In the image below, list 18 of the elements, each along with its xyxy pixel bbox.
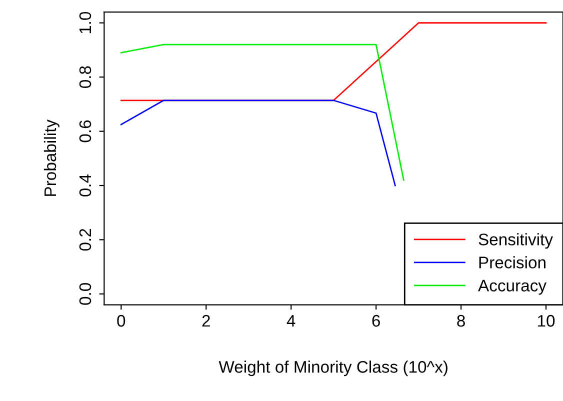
x-tick-label: 4 (286, 315, 296, 327)
x-tick-label: 10 (538, 314, 555, 327)
x-tick-label: 0 (117, 314, 126, 327)
y-axis-title: Probability (44, 120, 60, 196)
y-tick-label: 0.6 (79, 120, 92, 142)
legend-label: Accuracy (478, 280, 546, 295)
y-tick-label: 0.8 (79, 66, 92, 88)
legend-label: Precision (479, 256, 546, 268)
line-series (120, 100, 396, 186)
legend-label: Sensitivity (478, 233, 553, 249)
y-tick-label: 0.2 (79, 228, 92, 251)
x-tick-label: 2 (202, 314, 210, 327)
y-tick-label: 0.0 (79, 282, 92, 305)
y-tick-label: 1.0 (79, 12, 92, 34)
x-tick-label: 8 (457, 314, 465, 327)
x-axis-title: Weight of Minority Class (10^x) (218, 360, 448, 376)
y-tick-label: 0.4 (79, 174, 92, 196)
x-tick-label: 6 (372, 314, 380, 327)
